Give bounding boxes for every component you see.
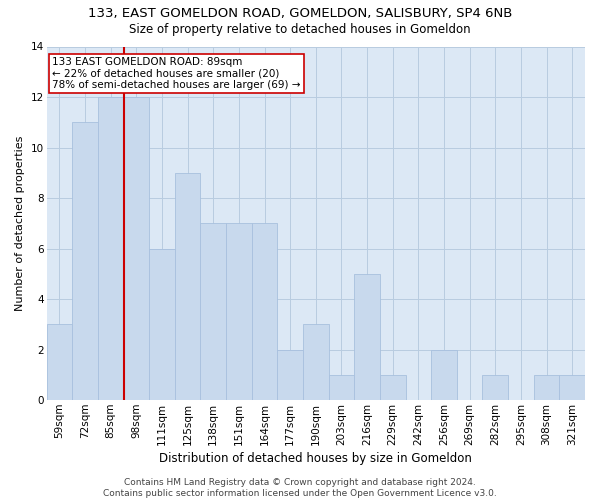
- Bar: [354, 274, 380, 400]
- Bar: [124, 97, 149, 400]
- Bar: [482, 375, 508, 400]
- Bar: [277, 350, 303, 400]
- Bar: [72, 122, 98, 400]
- Text: 133, EAST GOMELDON ROAD, GOMELDON, SALISBURY, SP4 6NB: 133, EAST GOMELDON ROAD, GOMELDON, SALIS…: [88, 8, 512, 20]
- X-axis label: Distribution of detached houses by size in Gomeldon: Distribution of detached houses by size …: [160, 452, 472, 465]
- Bar: [534, 375, 559, 400]
- Bar: [226, 224, 251, 400]
- Text: Contains HM Land Registry data © Crown copyright and database right 2024.
Contai: Contains HM Land Registry data © Crown c…: [103, 478, 497, 498]
- Bar: [47, 324, 72, 400]
- Text: 133 EAST GOMELDON ROAD: 89sqm
← 22% of detached houses are smaller (20)
78% of s: 133 EAST GOMELDON ROAD: 89sqm ← 22% of d…: [52, 57, 301, 90]
- Text: Size of property relative to detached houses in Gomeldon: Size of property relative to detached ho…: [129, 22, 471, 36]
- Bar: [200, 224, 226, 400]
- Bar: [303, 324, 329, 400]
- Y-axis label: Number of detached properties: Number of detached properties: [15, 136, 25, 311]
- Bar: [380, 375, 406, 400]
- Bar: [431, 350, 457, 400]
- Bar: [175, 173, 200, 400]
- Bar: [149, 248, 175, 400]
- Bar: [98, 97, 124, 400]
- Bar: [251, 224, 277, 400]
- Bar: [329, 375, 354, 400]
- Bar: [559, 375, 585, 400]
